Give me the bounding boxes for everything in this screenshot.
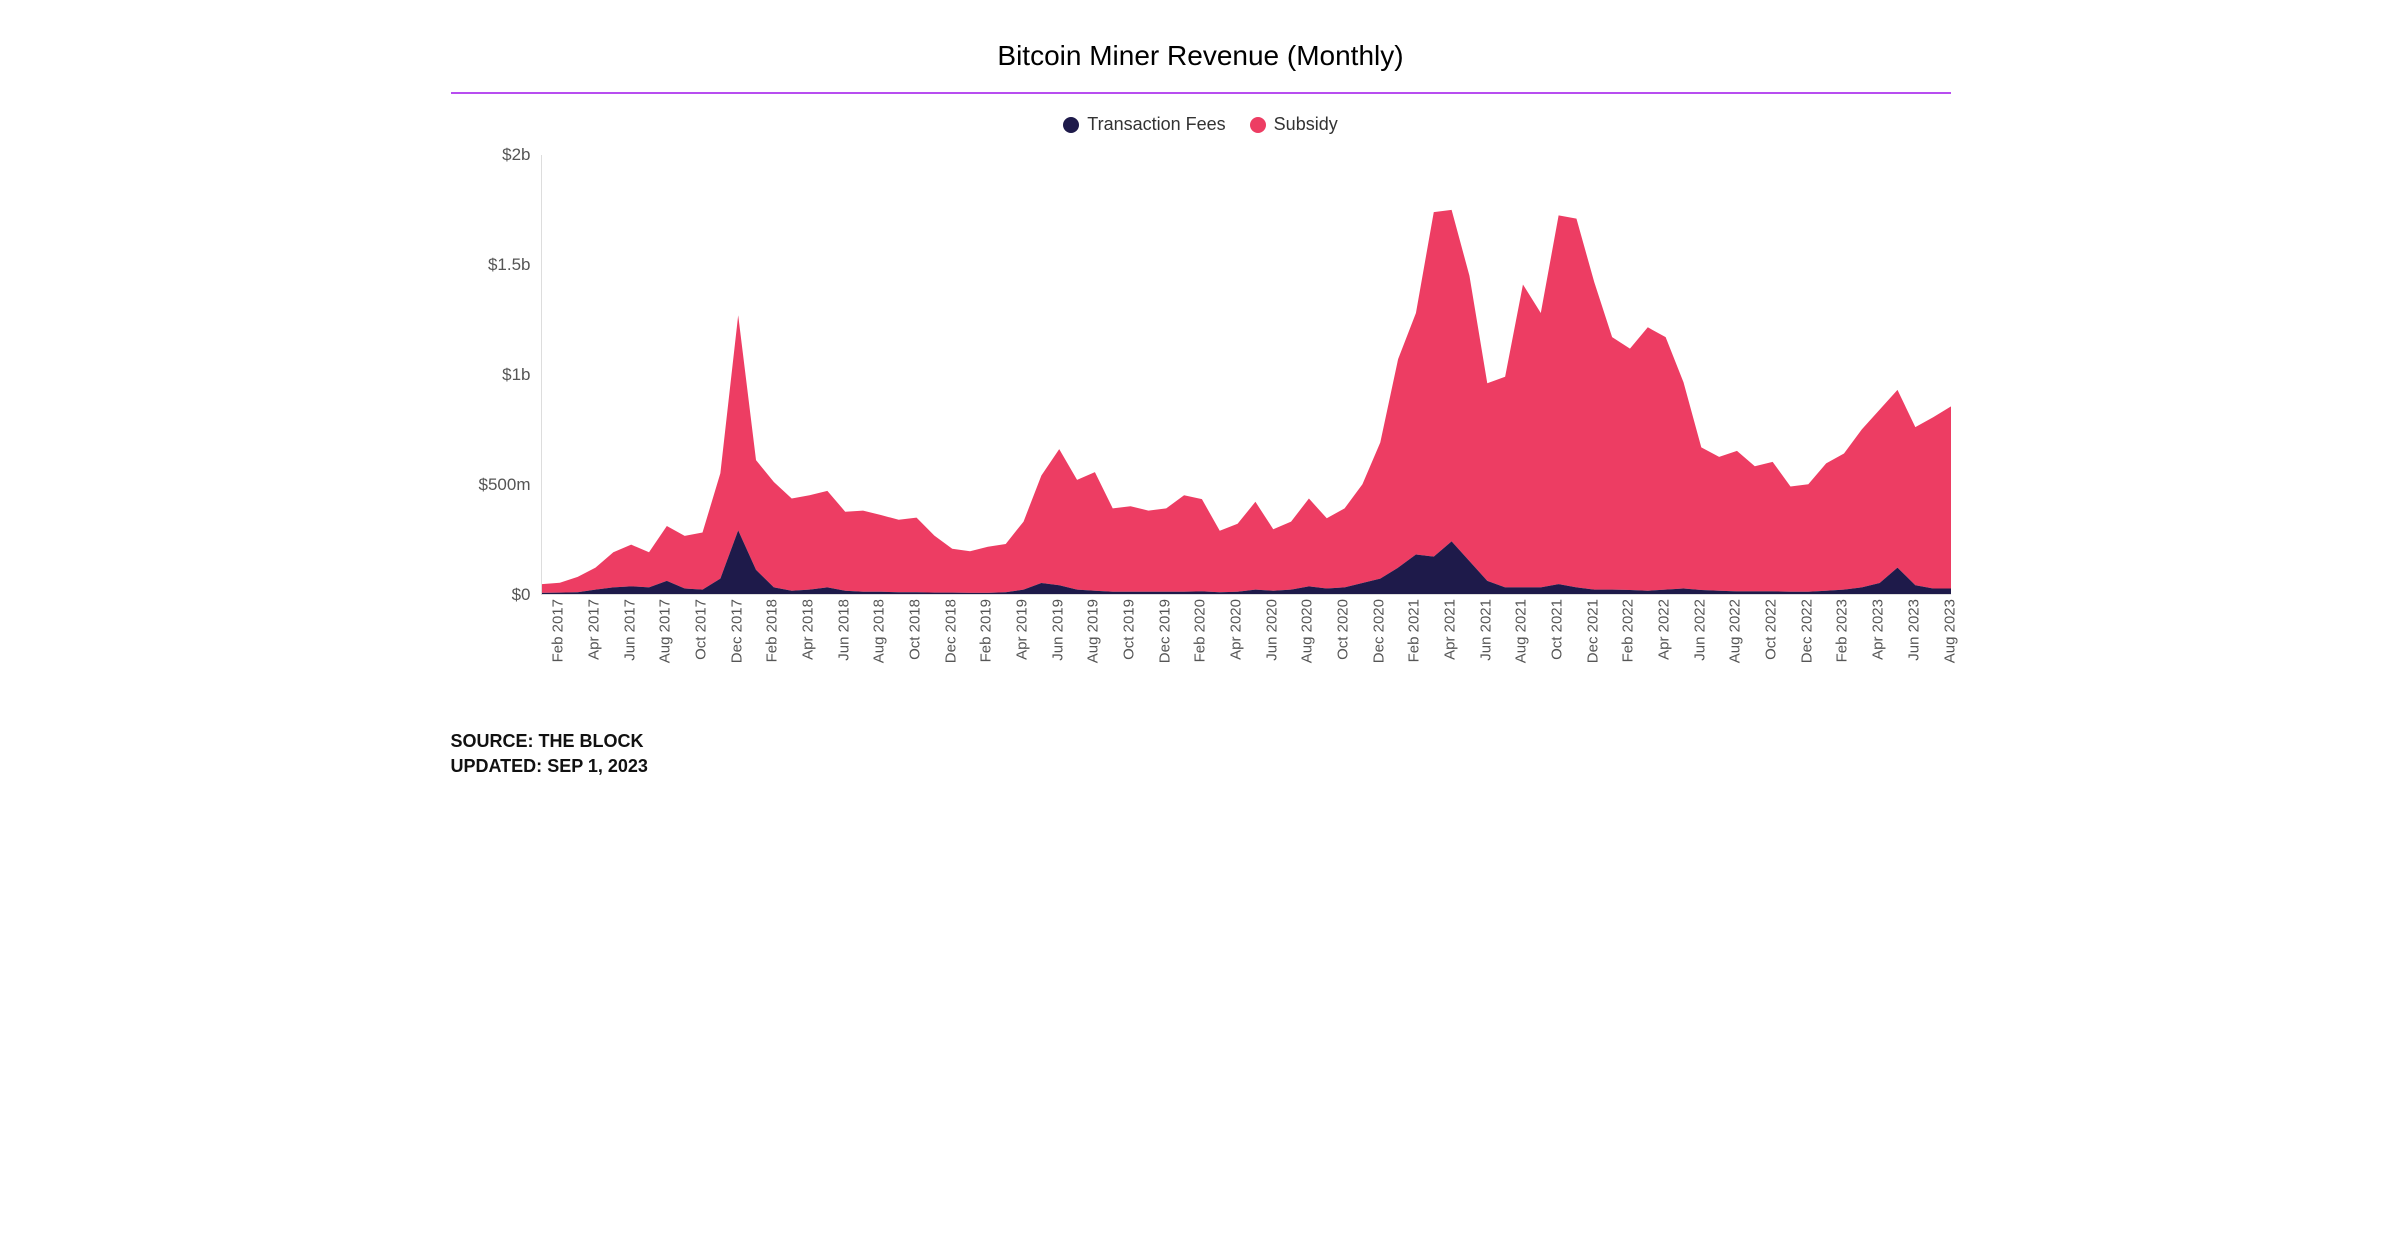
x-tick-label: Oct 2018 [907, 599, 924, 660]
plot-region[interactable] [541, 155, 1951, 595]
x-tick-label: Apr 2021 [1442, 599, 1459, 660]
x-tick-label: Oct 2020 [1335, 599, 1352, 660]
legend-label-subsidy: Subsidy [1274, 114, 1338, 135]
x-tick-label: Jun 2020 [1263, 599, 1280, 661]
x-tick-label: Oct 2021 [1549, 599, 1566, 660]
x-tick-label: Jun 2017 [621, 599, 638, 661]
x-tick-label: Oct 2022 [1763, 599, 1780, 660]
x-tick-label: Feb 2020 [1192, 599, 1209, 662]
y-axis: $0$500m$1b$1.5b$2b [451, 155, 541, 595]
x-tick-label: Oct 2019 [1121, 599, 1138, 660]
x-tick-label: Dec 2018 [942, 599, 959, 663]
x-tick-label: Apr 2022 [1656, 599, 1673, 660]
area-series-subsidy [542, 210, 1951, 593]
legend-item-fees[interactable]: Transaction Fees [1063, 114, 1225, 135]
x-tick-label: Feb 2023 [1834, 599, 1851, 662]
legend-label-fees: Transaction Fees [1087, 114, 1225, 135]
x-tick-label: Apr 2019 [1014, 599, 1031, 660]
y-tick-label: $1b [502, 365, 530, 385]
x-tick-label: Apr 2018 [800, 599, 817, 660]
y-tick-label: $500m [479, 475, 531, 495]
chart-divider [451, 92, 1951, 94]
y-tick-label: $2b [502, 145, 530, 165]
chart-container: Bitcoin Miner Revenue (Monthly) Transact… [451, 40, 1951, 779]
x-tick-label: Feb 2022 [1620, 599, 1637, 662]
y-tick-label: $0 [512, 585, 531, 605]
x-tick-label: Feb 2017 [550, 599, 567, 662]
y-tick-label: $1.5b [488, 255, 531, 275]
x-tick-label: Aug 2017 [657, 599, 674, 663]
legend-item-subsidy[interactable]: Subsidy [1250, 114, 1338, 135]
x-tick-label: Oct 2017 [693, 599, 710, 660]
x-tick-label: Aug 2022 [1727, 599, 1744, 663]
x-tick-label: Jun 2018 [835, 599, 852, 661]
updated-label: UPDATED: [451, 756, 543, 776]
x-tick-label: Jun 2019 [1049, 599, 1066, 661]
x-tick-label: Aug 2021 [1513, 599, 1530, 663]
updated-value: SEP 1, 2023 [547, 756, 648, 776]
x-tick-label: Dec 2020 [1370, 599, 1387, 663]
x-tick-label: Apr 2020 [1228, 599, 1245, 660]
x-axis: Feb 2017 Apr 2017 Jun 2017 Aug 2017 Oct 2017… [541, 599, 1951, 719]
legend-swatch-fees [1063, 117, 1079, 133]
x-tick-label: Dec 2017 [728, 599, 745, 663]
x-tick-label: Jun 2023 [1905, 599, 1922, 661]
x-tick-label: Aug 2020 [1299, 599, 1316, 663]
chart-legend: Transaction Fees Subsidy [451, 114, 1951, 135]
x-tick-label: Feb 2018 [764, 599, 781, 662]
source-label: SOURCE: [451, 731, 534, 751]
x-tick-label: Jun 2022 [1691, 599, 1708, 661]
x-tick-label: Dec 2019 [1156, 599, 1173, 663]
x-tick-label: Dec 2021 [1584, 599, 1601, 663]
x-tick-label: Aug 2018 [871, 599, 888, 663]
x-tick-label: Aug 2019 [1085, 599, 1102, 663]
x-tick-label: Apr 2023 [1870, 599, 1887, 660]
x-tick-label: Aug 2023 [1941, 599, 1958, 663]
chart-source-footer: SOURCE: THE BLOCK UPDATED: SEP 1, 2023 [451, 729, 1951, 779]
plot-area: $0$500m$1b$1.5b$2b [451, 155, 1951, 595]
chart-title: Bitcoin Miner Revenue (Monthly) [451, 40, 1951, 72]
x-tick-label: Jun 2021 [1477, 599, 1494, 661]
x-tick-label: Dec 2022 [1798, 599, 1815, 663]
legend-swatch-subsidy [1250, 117, 1266, 133]
source-value: THE BLOCK [539, 731, 644, 751]
x-tick-label: Feb 2021 [1406, 599, 1423, 662]
area-chart-svg [542, 155, 1951, 594]
x-tick-label: Feb 2019 [978, 599, 995, 662]
x-tick-label: Apr 2017 [586, 599, 603, 660]
